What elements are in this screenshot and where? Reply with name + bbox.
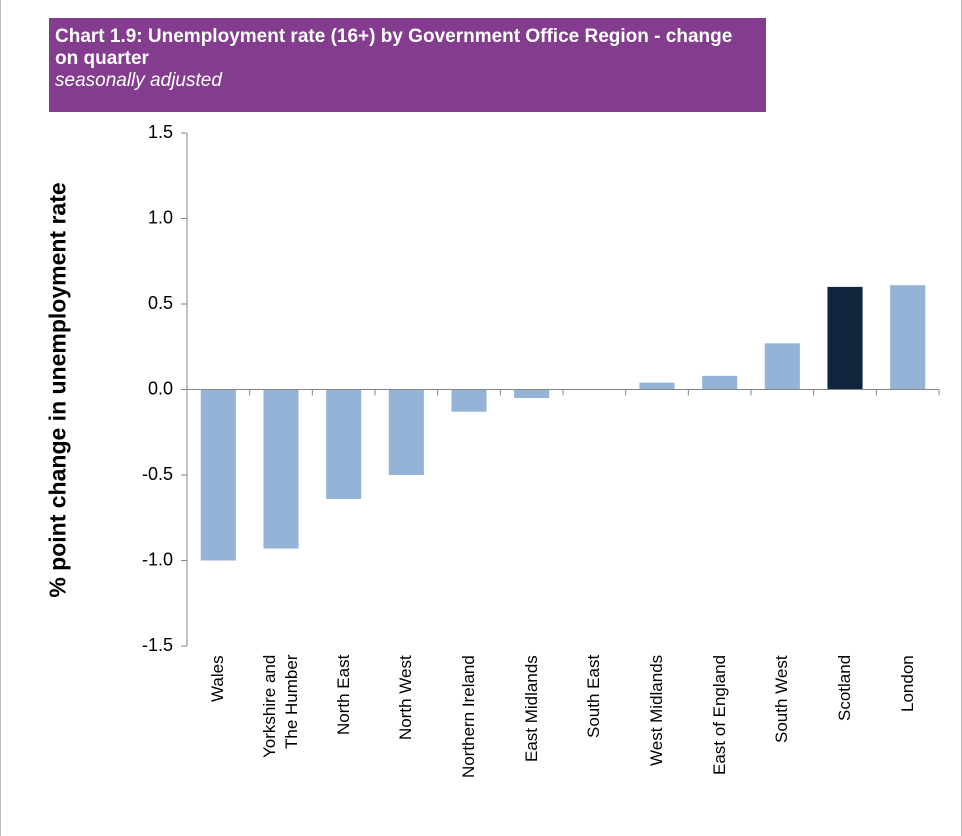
chart-subtitle: seasonally adjusted xyxy=(55,70,222,91)
bar xyxy=(200,389,236,561)
y-tick-label: -0.5 xyxy=(142,464,173,484)
bar xyxy=(388,389,424,475)
x-tick-label: East Midlands xyxy=(521,655,541,762)
y-tick-label: -1.0 xyxy=(142,549,173,569)
x-tick-label: Northern Ireland xyxy=(459,655,478,778)
x-tick-label: Wales xyxy=(208,655,228,702)
x-tick-label: South East xyxy=(584,655,604,739)
x-tick-label: London xyxy=(897,655,917,712)
y-tick-label: 0.0 xyxy=(148,378,173,398)
y-tick-label: 0.5 xyxy=(148,293,173,313)
x-tick-label: South West xyxy=(772,655,792,743)
x-tick-label: North West xyxy=(396,655,416,740)
bar xyxy=(263,389,299,549)
x-tick-label: Yorkshire and The Humber xyxy=(260,655,301,759)
bar xyxy=(827,286,863,390)
x-tick-label: West Midlands xyxy=(647,655,666,767)
bar xyxy=(764,343,800,390)
bar xyxy=(639,382,675,390)
x-tick-label: North East xyxy=(333,655,353,736)
bar xyxy=(451,389,487,412)
bar xyxy=(514,389,550,399)
chart-title: Chart 1.9: Unemployment rate (16+) by Go… xyxy=(55,26,733,69)
y-tick-label: 1.5 xyxy=(148,122,173,142)
y-tick-label: 1.0 xyxy=(148,207,173,227)
bar xyxy=(702,375,738,390)
title-box: Chart 1.9: Unemployment rate (16+) by Go… xyxy=(49,18,766,112)
bar xyxy=(326,389,362,499)
y-tick-label: -1.5 xyxy=(142,635,173,655)
x-tick-label: East of England xyxy=(709,655,729,776)
x-tick-label: Scotland xyxy=(835,655,854,722)
bar xyxy=(890,285,926,390)
